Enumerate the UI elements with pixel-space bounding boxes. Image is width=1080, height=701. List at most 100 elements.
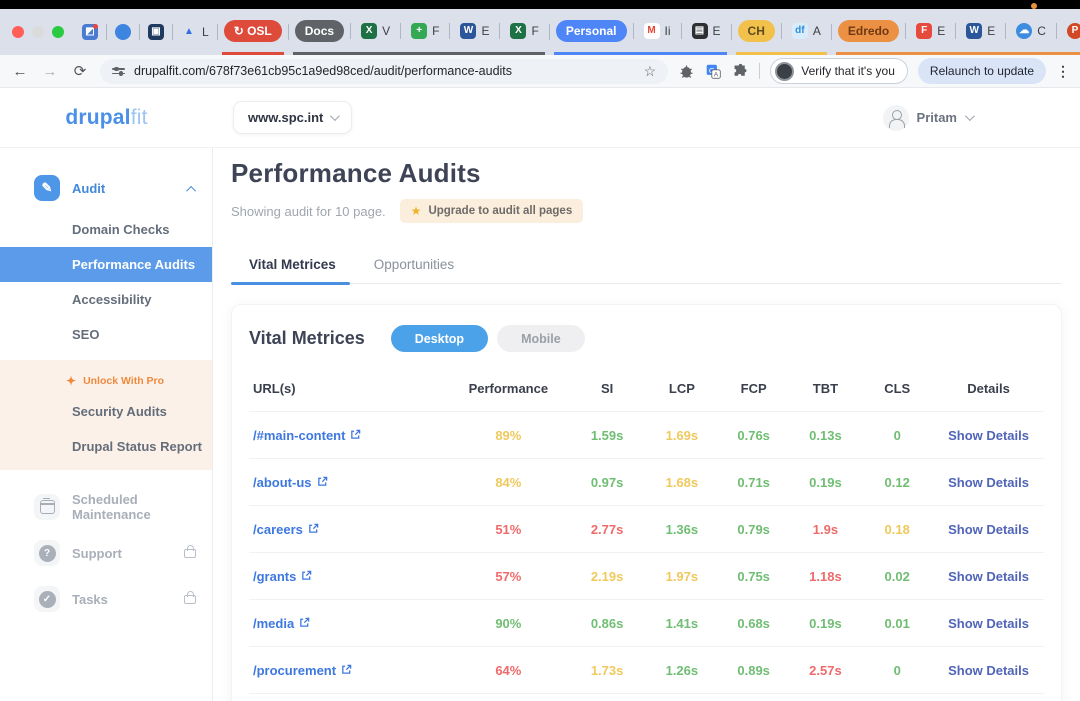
show-details-link[interactable]: Show Details [948, 615, 1029, 631]
chevron-down-icon [964, 111, 975, 122]
browser-tab[interactable]: ▤ E [688, 14, 725, 48]
browser-tab[interactable]: ☁ C [1012, 14, 1050, 48]
bookmark-star-icon[interactable]: ☆ [643, 62, 657, 79]
chevron-down-icon [330, 111, 341, 122]
close-window-button[interactable] [12, 26, 24, 38]
metric-cell-cls: 0.18 [861, 505, 934, 553]
tab-separator [680, 22, 682, 39]
drupalfit-logo[interactable]: drupalfit [65, 105, 148, 129]
excel-icon: X [361, 22, 378, 39]
browser-tab[interactable]: ▲ L [177, 15, 213, 49]
translate-icon[interactable]: GA [705, 63, 722, 80]
show-details-link[interactable]: Show Details [948, 568, 1029, 584]
sidebar-item-scheduled-maintenance[interactable]: Scheduled Maintenance [0, 484, 212, 530]
show-details-link[interactable]: Show Details [948, 662, 1029, 678]
sidebar-item-audit[interactable]: ✎ Audit [0, 170, 212, 206]
audit-subitems: Domain Checks Performance Audits Accessibi… [0, 212, 212, 352]
site-settings-icon[interactable] [112, 66, 125, 75]
tab-group-label[interactable]: Docs [294, 19, 345, 42]
metric-cell-performance: 51% [448, 505, 569, 553]
show-details-link[interactable]: Show Details [948, 474, 1029, 490]
tab-opportunities[interactable]: Opportunities [373, 257, 455, 272]
url-link[interactable]: /grants [253, 569, 312, 584]
url-link[interactable]: /procurement [253, 663, 352, 678]
url-link[interactable]: /careers [253, 522, 319, 537]
sidebar-item-performance-audits[interactable]: Performance Audits [0, 247, 212, 282]
metric-cell-performance: 84% [448, 458, 569, 506]
cloud-icon: ☁ [1016, 22, 1033, 39]
table-row: /#main-content 89% 1.59s 1.69s 0.76s 0.13s 0 Sh… [249, 411, 1044, 459]
tab-vital-metrices[interactable]: Vital Metrices [231, 257, 350, 285]
table-row: /strategic-plan64%1s3.13s0.72s0.42s0Show… [249, 693, 1044, 701]
table-row: /procurement 64% 1.73s 1.26s 0.89s 2.57s 0 Show… [249, 646, 1044, 694]
tab-separator [139, 24, 140, 40]
metric-cell-lcp: 1.41s [645, 599, 718, 647]
metric-cell-lcp: 1.69s [645, 411, 718, 459]
tab-separator [905, 22, 907, 39]
relaunch-update-button[interactable]: Relaunch to update [917, 58, 1046, 84]
mobile-toggle-button[interactable]: Mobile [497, 325, 585, 352]
sidebar-item-domain-checks[interactable]: Domain Checks [72, 222, 170, 237]
url-link[interactable]: /#main-content [253, 428, 361, 443]
browser-menu-icon[interactable]: ⋮ [1056, 62, 1070, 79]
tabs-container: ◩ ▣ ▲ L ↻ OSL Docs X V + F W E X F Personal M Ii ▤ E CH df A E… [78, 9, 1080, 55]
sidebar-item-drupal-status-report[interactable]: Drupal Status Report [72, 439, 203, 454]
star-icon: ★ [410, 204, 422, 218]
site-selector-dropdown[interactable]: www.spc.int [233, 101, 353, 134]
browser-tab[interactable] [111, 15, 135, 49]
device-toggle: Desktop Mobile [390, 325, 585, 352]
minimize-window-button[interactable] [32, 26, 44, 38]
tab-separator [499, 22, 501, 39]
page-title: Performance Audits [231, 158, 481, 188]
metric-cell-si: 0.97s [568, 458, 646, 506]
browser-tab[interactable]: M Ii [640, 14, 675, 48]
user-menu[interactable]: Pritam [882, 104, 975, 131]
reload-button[interactable]: ⟳ [73, 63, 87, 80]
browser-tab[interactable]: ▣ [144, 15, 168, 49]
bug-extension-icon[interactable] [678, 63, 695, 80]
browser-tab[interactable]: + F [407, 14, 443, 48]
zoom-window-button[interactable] [52, 26, 64, 38]
upgrade-badge[interactable]: ★ Upgrade to audit all pages [399, 199, 584, 223]
column-header-fcp: FCP [740, 381, 767, 396]
url-bar[interactable]: drupalfit.com/678f73e61cb95c1a9ed98ced/a… [100, 58, 669, 84]
excel-icon: X [510, 22, 527, 39]
show-details-link[interactable]: Show Details [948, 521, 1029, 537]
chevron-up-icon[interactable] [186, 181, 197, 196]
tab-separator [548, 24, 550, 40]
sidebar-item-seo[interactable]: SEO [72, 327, 100, 342]
sidebar-item-accessibility[interactable]: Accessibility [72, 292, 152, 307]
browser-tab[interactable]: PD [1063, 14, 1080, 48]
external-link-icon [350, 428, 361, 443]
extensions-puzzle-icon[interactable] [732, 63, 749, 80]
unlock-with-pro[interactable]: ✦ Unlock With Pro [0, 368, 212, 394]
sidebar-item-security-audits[interactable]: Security Audits [72, 404, 167, 419]
forward-button[interactable]: → [42, 62, 58, 80]
tab-group-label[interactable]: Edredo [837, 19, 900, 42]
tab-group-label[interactable]: CH [737, 19, 775, 42]
tab-separator [106, 24, 107, 40]
back-button[interactable]: ← [12, 62, 28, 80]
tab-group-label[interactable]: Personal [555, 19, 627, 42]
show-details-link[interactable]: Show Details [948, 427, 1029, 443]
figma-icon: F [916, 22, 933, 39]
metric-cell-performance: 64% [448, 693, 569, 701]
page-subtitle: Showing audit for 10 page. [231, 203, 386, 219]
sidebar-item-tasks[interactable]: ✓ Tasks [0, 576, 212, 622]
profile-avatar [775, 61, 795, 81]
url-text[interactable]: drupalfit.com/678f73e61cb95c1a9ed98ced/a… [134, 64, 513, 78]
browser-tab[interactable]: df A [788, 14, 825, 48]
tab-group-docs: Docs X V + F W E X F [292, 9, 545, 55]
url-link[interactable]: /media [253, 616, 310, 631]
sidebar-item-support[interactable]: ? Support [0, 530, 212, 576]
tab-group-label[interactable]: ↻ OSL [223, 19, 282, 42]
desktop-toggle-button[interactable]: Desktop [390, 325, 489, 352]
url-link[interactable]: /about-us [253, 475, 328, 490]
verify-profile-button[interactable]: Verify that it's you [770, 58, 908, 84]
browser-tab[interactable]: ◩ [78, 15, 102, 49]
